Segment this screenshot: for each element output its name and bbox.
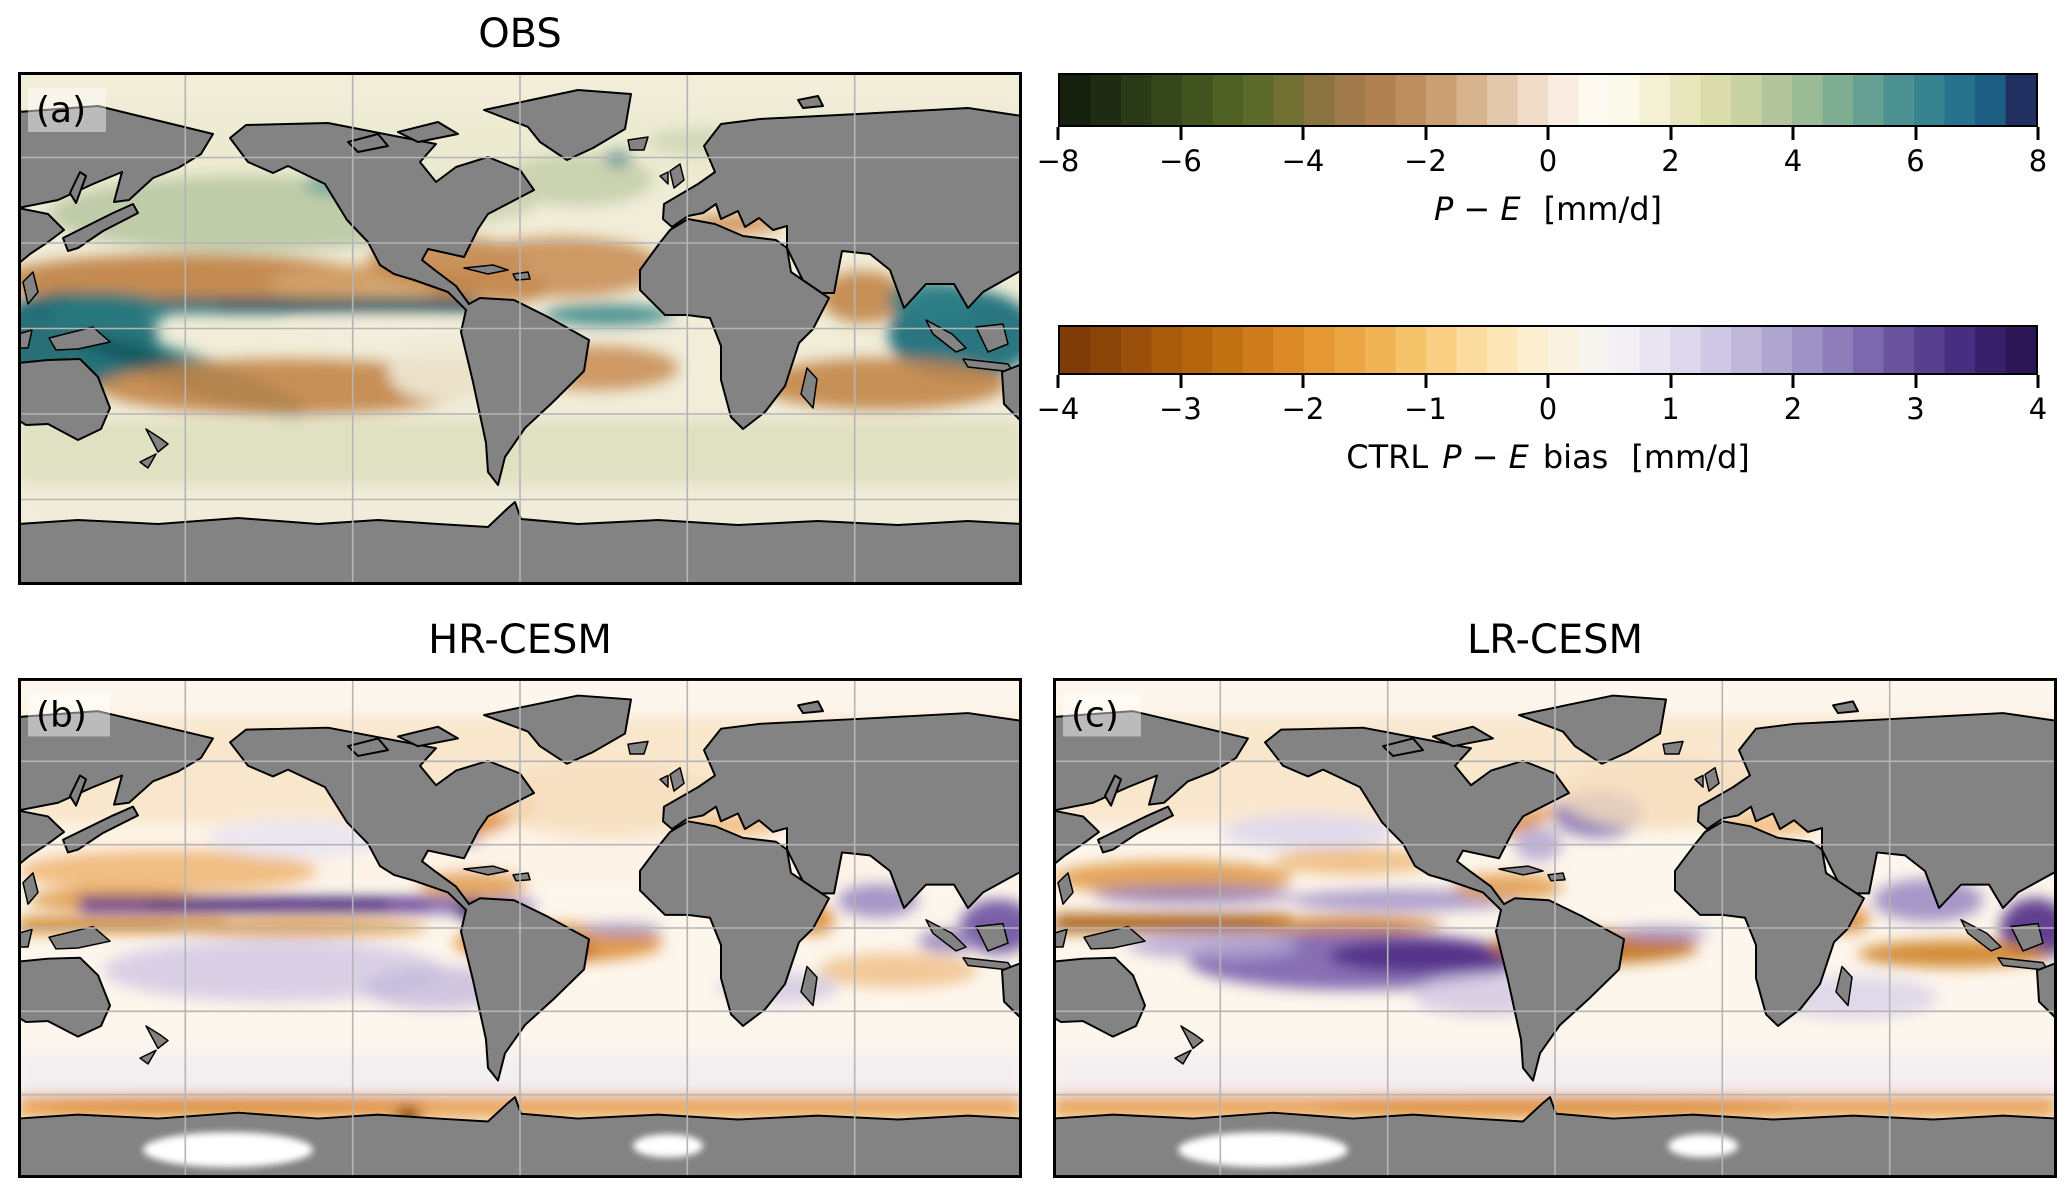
hr-corner-label: (b) [28, 693, 110, 737]
lr-panel-border [1053, 678, 2057, 1178]
hr-cesm-map: (b) [18, 678, 1022, 1178]
colorbar-bias-suffix: bias [1542, 438, 1609, 476]
hr-panel-border [18, 678, 1022, 1178]
tick-label: 4 [1783, 144, 1803, 178]
colorbar-bias-label: CTRL P − E bias [mm/d] [1058, 438, 2038, 476]
map-panel-lr-cesm: (c) [1053, 678, 2057, 1178]
tick-label: 8 [2028, 144, 2048, 178]
panel-a-title: OBS [478, 11, 562, 57]
tick-label: 2 [1783, 392, 1803, 426]
colorbar-pe-math: P − E [1433, 190, 1521, 228]
obs-panel-border [18, 72, 1022, 585]
obs-corner-label: (a) [28, 88, 106, 132]
colorbar-pe: −8 −6 −4 −2 0 2 4 6 8 P − E [mm/d] [1037, 73, 2048, 228]
tick-label: 1 [1661, 392, 1680, 426]
colorbar-bias-ticklabels: −4 −3 −2 −1 0 1 2 3 4 [1037, 392, 2048, 426]
panel-c-title: LR-CESM [1467, 617, 1643, 663]
tick-label: −2 [1281, 392, 1325, 426]
colorbar-pe-ticklabels: −8 −6 −4 −2 0 2 4 6 8 [1037, 144, 2048, 178]
tick-label: −1 [1404, 392, 1447, 426]
colorbar-bias: −4 −3 −2 −1 0 1 2 3 4 CTRL P − E bias [mm/d… [1037, 325, 2048, 476]
colorbar-bias-unit: [mm/d] [1631, 438, 1750, 476]
svg-text:(b): (b) [36, 695, 87, 735]
tick-label: 0 [1538, 392, 1558, 426]
tick-label: 0 [1538, 144, 1558, 178]
tick-label: −4 [1281, 144, 1325, 178]
tick-label: 2 [1661, 144, 1680, 178]
lr-cesm-map: (c) [1053, 678, 2057, 1178]
svg-text:(c): (c) [1071, 695, 1119, 735]
tick-label: −6 [1159, 144, 1202, 178]
panel-b-title: HR-CESM [428, 617, 612, 663]
tick-label: 6 [1906, 144, 1925, 178]
svg-text:(a): (a) [36, 90, 86, 131]
lr-corner-label: (c) [1063, 693, 1141, 737]
colorbar-bias-math: P − E [1442, 438, 1529, 476]
tick-label: −3 [1159, 392, 1202, 426]
tick-label: −4 [1036, 392, 1080, 426]
tick-label: 4 [2028, 392, 2048, 426]
map-panel-obs: (a) [18, 72, 1022, 585]
colorbar-bias-gradient [1058, 325, 2038, 375]
colorbar-pe-gradient [1058, 73, 2038, 127]
obs-map: (a) [18, 72, 1022, 585]
tick-label: −2 [1404, 144, 1447, 178]
colorbar-bias-tickmarks [1056, 375, 2040, 389]
colorbar-bias-prefix: CTRL [1346, 438, 1429, 476]
tick-label: −8 [1036, 144, 1080, 178]
tick-label: 3 [1906, 392, 1925, 426]
colorbar-pe-tickmarks [1056, 127, 2040, 141]
colorbar-pe-unit: [mm/d] [1543, 190, 1663, 228]
colorbar-pe-label: P − E [mm/d] [1058, 190, 2038, 228]
map-panel-hr-cesm: (b) [18, 678, 1022, 1178]
